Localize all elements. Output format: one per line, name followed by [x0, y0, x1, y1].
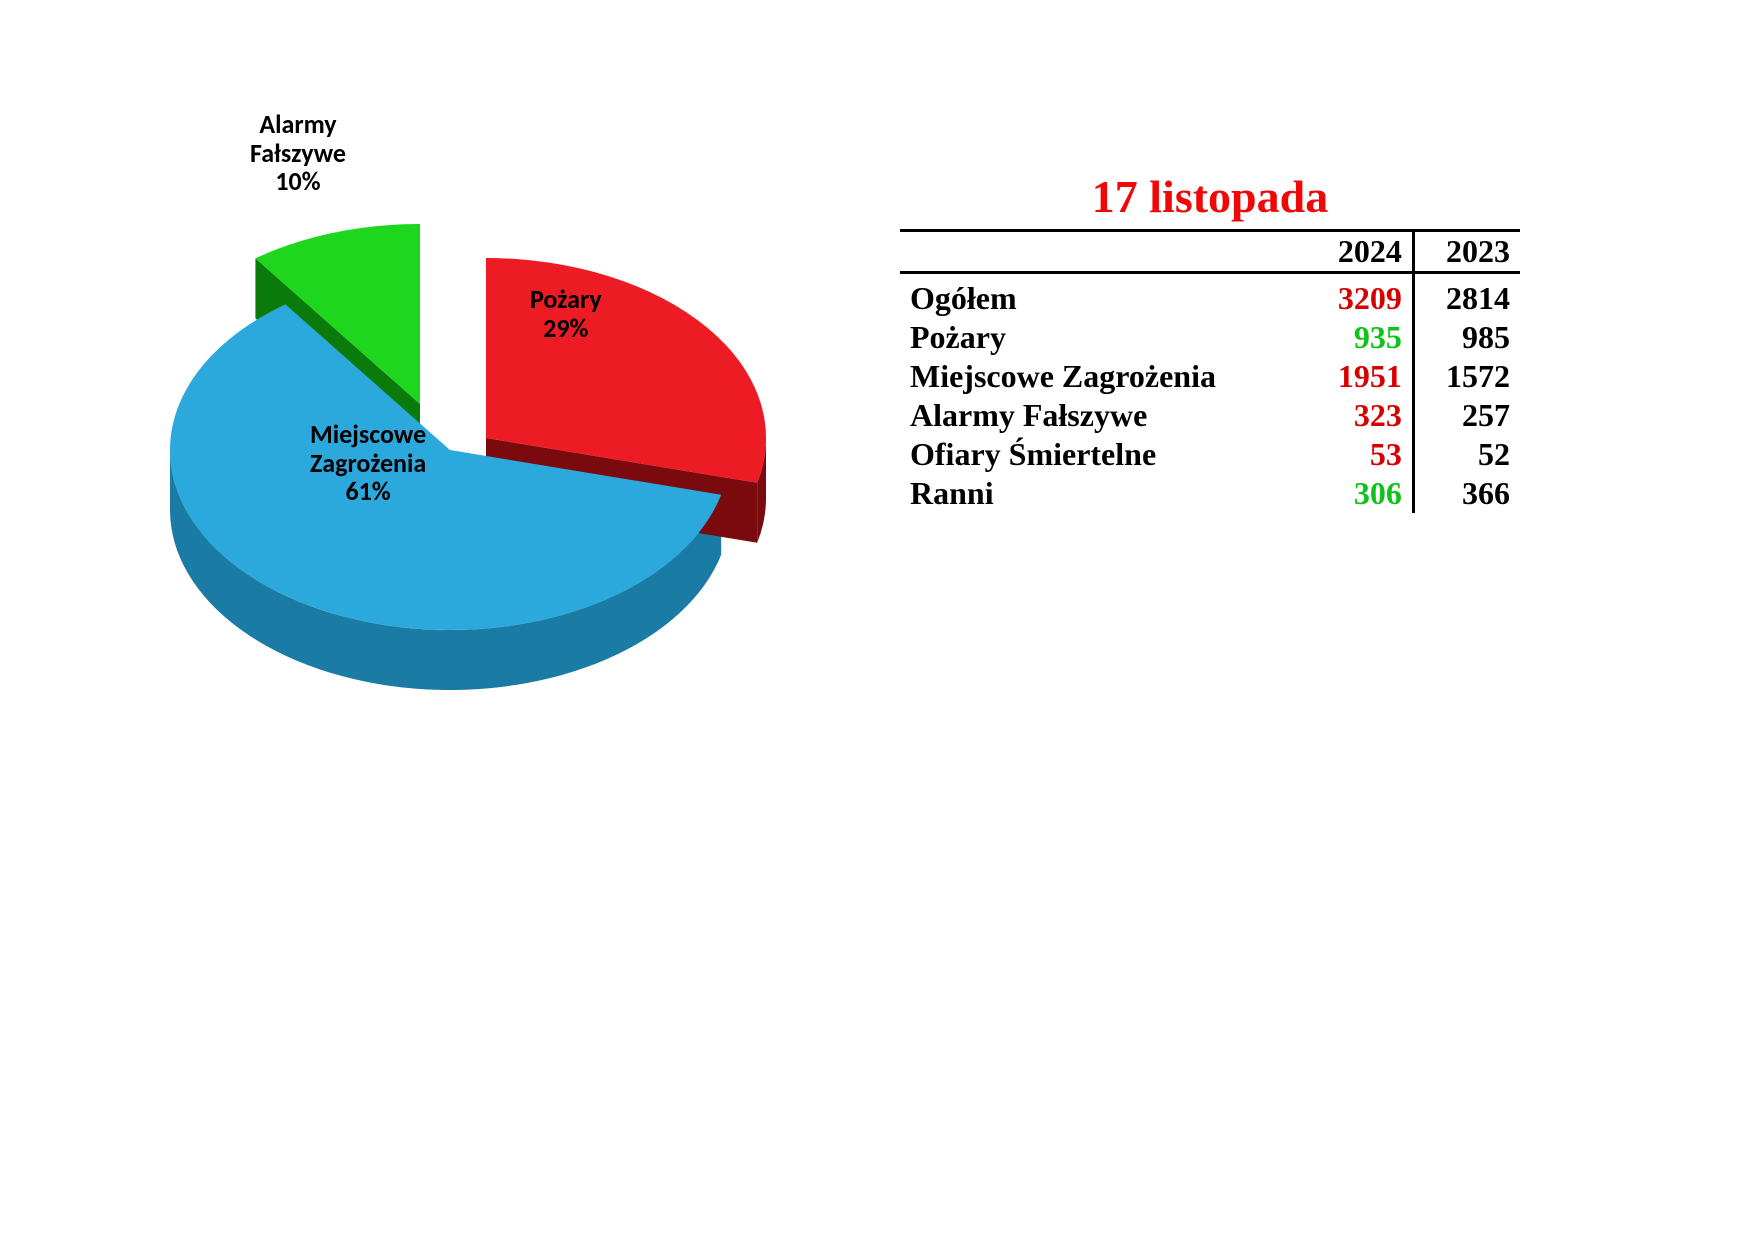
- table-row: Pożary935985: [900, 318, 1520, 357]
- row-label: Ogółem: [900, 273, 1307, 319]
- slice-label-pozary-line1: Pożary: [530, 285, 602, 314]
- slice-label-pozary: Pożary 29%: [530, 285, 602, 342]
- table-row: Miejscowe Zagrożenia19511572: [900, 357, 1520, 396]
- slice-label-miejscowe-line1: Miejscowe: [310, 420, 426, 449]
- table-header-empty: [900, 231, 1307, 273]
- slice-label-alarmy-line3: 10%: [250, 167, 346, 196]
- slice-label-pozary-line2: 29%: [530, 314, 602, 343]
- row-value-2024: 306: [1307, 474, 1414, 513]
- slice-label-alarmy-line1: Alarmy: [250, 110, 346, 139]
- row-label: Miejscowe Zagrożenia: [900, 357, 1307, 396]
- row-value-2023: 52: [1413, 435, 1520, 474]
- table-row: Ogółem32092814: [900, 273, 1520, 319]
- row-value-2024: 1951: [1307, 357, 1414, 396]
- row-value-2024: 935: [1307, 318, 1414, 357]
- row-value-2023: 366: [1413, 474, 1520, 513]
- row-label: Ranni: [900, 474, 1307, 513]
- page: Pożary 29% Miejscowe Zagrożenia 61% Alar…: [0, 0, 1754, 1240]
- row-value-2023: 2814: [1413, 273, 1520, 319]
- pie-chart: Pożary 29% Miejscowe Zagrożenia 61% Alar…: [80, 120, 780, 820]
- table-row: Ranni306366: [900, 474, 1520, 513]
- row-label: Ofiary Śmiertelne: [900, 435, 1307, 474]
- row-value-2024: 3209: [1307, 273, 1414, 319]
- slice-label-miejscowe-line3: 61%: [310, 477, 426, 506]
- table-header-row: 2024 2023: [900, 231, 1520, 273]
- table-row: Ofiary Śmiertelne5352: [900, 435, 1520, 474]
- row-value-2023: 985: [1413, 318, 1520, 357]
- slice-label-alarmy-line2: Fałszywe: [250, 139, 346, 168]
- table-header-2024: 2024: [1307, 231, 1414, 273]
- slice-label-alarmy: Alarmy Fałszywe 10%: [250, 110, 346, 196]
- row-label: Alarmy Fałszywe: [900, 396, 1307, 435]
- slice-label-miejscowe-line2: Zagrożenia: [310, 449, 426, 478]
- slice-label-miejscowe: Miejscowe Zagrożenia 61%: [310, 420, 426, 506]
- row-label: Pożary: [900, 318, 1307, 357]
- stats-table-area: 17 listopada 2024 2023 Ogółem32092814Poż…: [900, 170, 1520, 513]
- pie-chart-svg: [80, 120, 840, 820]
- row-value-2023: 257: [1413, 396, 1520, 435]
- row-value-2024: 53: [1307, 435, 1414, 474]
- row-value-2024: 323: [1307, 396, 1414, 435]
- table-header-2023: 2023: [1413, 231, 1520, 273]
- table-title: 17 listopada: [900, 170, 1520, 223]
- stats-table: 2024 2023 Ogółem32092814Pożary935985Miej…: [900, 229, 1520, 513]
- row-value-2023: 1572: [1413, 357, 1520, 396]
- table-row: Alarmy Fałszywe323257: [900, 396, 1520, 435]
